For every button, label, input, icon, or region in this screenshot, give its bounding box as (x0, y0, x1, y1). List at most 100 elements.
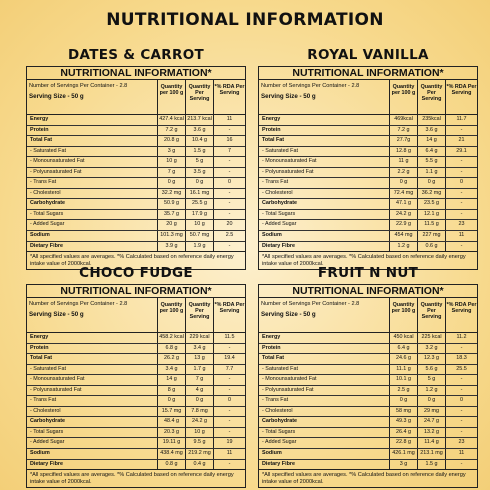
nutrient-label: - Saturated Fat (27, 364, 158, 375)
nutrient-label: - Trans Fat (259, 178, 390, 188)
panel-dates-carrot: DATES & CARROT NUTRITIONAL INFORMATION* Nu… (26, 46, 246, 271)
nutrient-label: Dietary Fibre (27, 241, 158, 252)
nutrient-value: 11 (226, 116, 233, 122)
nutrient-value: 10.4 g (186, 136, 214, 146)
product-name: DATES & CARROT (68, 47, 204, 63)
nutrient-value: 1.1 g (418, 167, 446, 178)
nutrient-label: - Total Sugars (27, 209, 158, 220)
nutrient-value: - (460, 344, 463, 351)
nutrient-label: Carbohydrate (259, 417, 390, 427)
nutrient-value: 35.7 g (158, 209, 186, 220)
nutrient-value: 22.9 g (390, 220, 418, 231)
nutrient-value: 5 g (418, 375, 446, 385)
table-row: Sodium 454 mg 227 mg 11 (259, 231, 477, 242)
nutrient-value: 3.6 g (186, 125, 214, 136)
nutrient-value: 1.5 g (186, 146, 214, 157)
nutrient-value: 20 (226, 221, 233, 228)
nutrient-value: 7.2 g (390, 125, 418, 136)
nutrient-value: 29 mg (418, 406, 446, 417)
table-row: Dietary Fibre 1.2 g 0.6 g - (259, 241, 477, 252)
nutrient-label: - Monounsaturated Fat (27, 375, 158, 385)
table-row: Sodium 438.4 mg 219.2 mg 11 (27, 449, 245, 460)
nutrient-value: 0 g (418, 178, 446, 188)
nutrient-label: Carbohydrate (259, 199, 390, 209)
nutrient-value: 24.7 g (418, 417, 446, 427)
nutrient-value: 16.1 mg (186, 188, 214, 199)
nutrient-value: 25.5 (456, 365, 467, 372)
nutrient-label: - Cholesterol (259, 406, 390, 417)
nutrient-label: - Saturated Fat (27, 146, 158, 157)
table-row: Energy 458.2 kcal 229 kcal 11.5 (27, 333, 245, 344)
nutrient-value: 7 g (186, 375, 214, 385)
nutrient-value: 32.2 mg (158, 188, 186, 199)
table-title: NUTRITIONAL INFORMATION* (259, 285, 477, 298)
nutrient-value: - (460, 428, 463, 435)
nutrient-value: 27.7g (390, 136, 418, 146)
nutrient-value: 10 g (158, 157, 186, 167)
nutrient-value: 0 (228, 397, 231, 404)
table-row: - Total Sugars 20.3 g 10 g - (27, 427, 245, 439)
header-info: Number of Servings Per Container - 2.8 Se… (27, 298, 158, 332)
nutrient-value: 1.2 g (418, 385, 446, 396)
nutrient-label: - Monounsaturated Fat (27, 157, 158, 167)
nutrient-value: - (460, 460, 463, 467)
nutrient-value: 23.5 g (418, 199, 446, 209)
nutrient-label: Sodium (27, 449, 158, 459)
nutrient-value: - (228, 344, 231, 351)
nutrient-value: - (460, 126, 463, 133)
nutrient-label: Carbohydrate (27, 417, 158, 427)
nutrient-value: 11 (458, 450, 465, 457)
nutrient-value: 0 g (390, 396, 418, 406)
nutrient-value: 12.1 g (418, 209, 446, 220)
nutrient-value: 49.3 g (390, 417, 418, 427)
col-per-100g-header: Quantity per 100 g (158, 80, 186, 114)
table-row: Carbohydrate 50.9 g 25.5 g - (27, 199, 245, 210)
nutrient-value: 0.4 g (186, 459, 214, 470)
nutrient-value: 1.2 g (390, 241, 418, 252)
nutrient-value: 19.11 g (158, 438, 186, 449)
table-row: - Cholesterol 72.4 mg 36.2 mg - (259, 188, 477, 200)
nutrient-value: 6.4 g (390, 343, 418, 354)
table-row: Dietary Fibre 0.8 g 0.4 g - (27, 459, 245, 470)
nutrient-value: 20.8 g (158, 136, 186, 146)
nutrient-label: - Polyunsaturated Fat (27, 385, 158, 396)
nutrient-value: - (460, 376, 463, 383)
table-header: Number of Servings Per Container - 2.8 Se… (259, 298, 477, 333)
footnote: *All specified values are averages. *% C… (27, 251, 245, 269)
nutrient-value: 219.2 mg (186, 449, 214, 459)
nutrient-value: 426.1 mg (390, 449, 418, 459)
nutrient-value: 458.2 kcal (158, 333, 186, 343)
nutrient-value: 22.8 g (390, 438, 418, 449)
table-row: Protein 7.2 g 3.6 g - (259, 125, 477, 137)
table-row: Carbohydrate 47.1 g 23.5 g - (259, 199, 477, 210)
nutrient-value: 3.5 g (186, 167, 214, 178)
nutrient-value: - (228, 428, 231, 435)
nutrient-value: 25.5 g (186, 199, 214, 209)
nutrient-value: 8 g (158, 385, 186, 396)
nutrient-label: - Trans Fat (27, 178, 158, 188)
nutrient-label: - Trans Fat (27, 396, 158, 406)
nutrient-value: 3 g (390, 459, 418, 470)
nutrient-value: 5.6 g (418, 364, 446, 375)
servings-per-container: Number of Servings Per Container - 2.8 (261, 301, 360, 307)
nutrient-value: 72.4 mg (390, 188, 418, 199)
serving-size: Serving Size - 50 g (261, 93, 316, 100)
nutrient-value: 19.4 (224, 355, 235, 362)
nutrient-value: 24.6 g (390, 354, 418, 364)
nutrient-value: 10 g (186, 427, 214, 438)
nutrient-value: 13.2 g (418, 427, 446, 438)
serving-size: Serving Size - 50 g (29, 311, 84, 318)
nutrient-label: Energy (259, 333, 390, 343)
nutrient-value: 0 (460, 397, 463, 404)
nutrient-value: 26.4 g (390, 427, 418, 438)
product-name: ROYAL VANILLA (307, 47, 429, 63)
nutrient-value: 7.8 mg (186, 406, 214, 417)
table-title: NUTRITIONAL INFORMATION* (259, 67, 477, 80)
nutrient-value: - (228, 460, 231, 467)
nutrient-value: - (460, 386, 463, 393)
nutrient-label: Protein (259, 125, 390, 136)
nutrient-value: 29.1 (456, 147, 467, 154)
nutrient-value: 10.1 g (390, 375, 418, 385)
nutrient-value: 0 g (158, 178, 186, 188)
header-info: Number of Servings Per Container - 2.8 Se… (259, 80, 390, 114)
